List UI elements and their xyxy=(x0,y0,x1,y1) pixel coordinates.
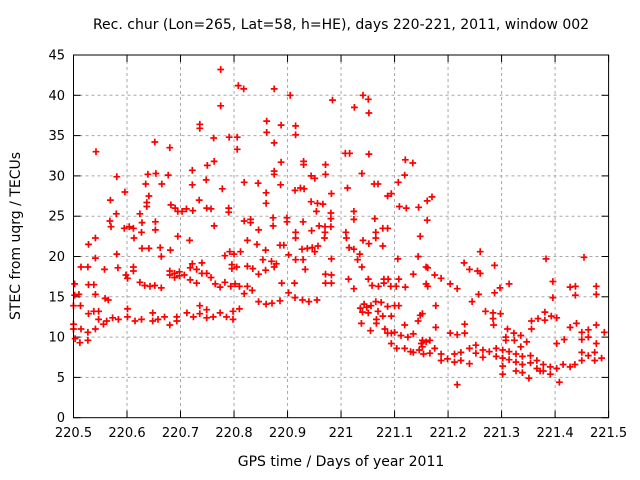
y-axis-label: STEC from uqrg / TECUs xyxy=(8,152,24,320)
scatter-points-path xyxy=(70,66,608,389)
x-tick-label: 221.2 xyxy=(429,426,466,441)
x-tick-label: 220.8 xyxy=(215,426,252,441)
plot-frame xyxy=(73,54,610,419)
y-tick-label: 40 xyxy=(48,89,65,104)
gridlines xyxy=(73,55,609,418)
y-tick-label: 15 xyxy=(48,290,65,305)
y-tick-label: 45 xyxy=(48,49,65,64)
x-tick-label: 220.9 xyxy=(269,426,306,441)
y-tick-label: 30 xyxy=(48,169,65,184)
y-tick-label: 35 xyxy=(48,129,65,144)
y-tick-label: 20 xyxy=(48,250,65,265)
y-tick-label: 5 xyxy=(57,371,65,386)
x-tick-labels: 220.5 220.6 220.7 220.8 220.9 221 221.1 221.2 22… xyxy=(55,426,627,441)
x-tick-label: 220.6 xyxy=(108,426,145,441)
y-tick-label: 0 xyxy=(57,411,65,426)
x-tick-label: 221.3 xyxy=(483,426,520,441)
x-tick-label: 220.7 xyxy=(162,426,199,441)
chart-title: Rec. chur (Lon=265, Lat=58, h=HE), days … xyxy=(93,17,589,33)
y-tick-labels: 0 5 10 15 20 25 30 35 40 45 xyxy=(48,49,65,427)
x-tick-label: 220.5 xyxy=(55,426,92,441)
y-tick-label: 25 xyxy=(48,210,65,225)
data-points xyxy=(70,66,608,389)
x-tick-label: 221.5 xyxy=(590,426,627,441)
x-tick-label: 221.1 xyxy=(376,426,413,441)
x-tick-label: 221 xyxy=(329,426,354,441)
y-tick-label: 10 xyxy=(48,331,65,346)
x-tick-label: 221.4 xyxy=(536,426,573,441)
x-axis-label: GPS time / Days of year 2011 xyxy=(238,454,445,470)
